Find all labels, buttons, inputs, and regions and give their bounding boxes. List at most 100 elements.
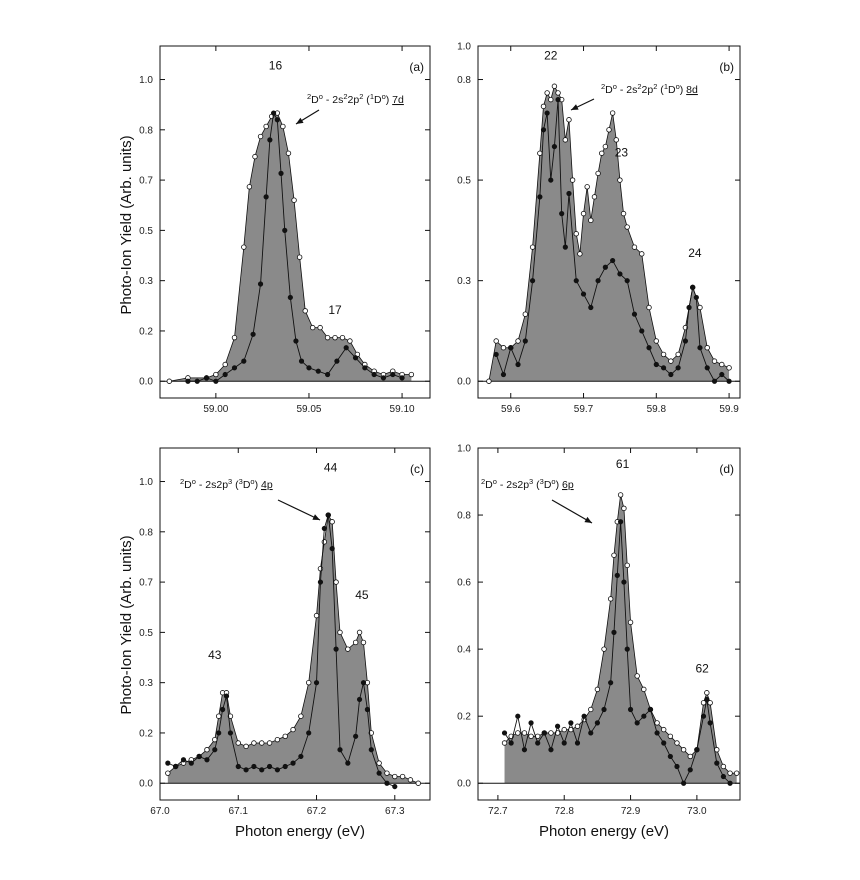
data-point-filled [227, 730, 234, 736]
data-point-open [540, 103, 547, 110]
peak-label: 43 [208, 648, 222, 662]
data-point-open [222, 361, 228, 368]
data-point-filled [352, 355, 359, 361]
x-tick-label: 59.9 [719, 404, 739, 415]
data-point-filled [654, 730, 660, 736]
data-point-open [215, 713, 222, 719]
x-tick-label: 59.10 [390, 404, 415, 415]
data-point-open [611, 552, 617, 558]
x-tick-label: 67.3 [385, 806, 405, 817]
data-point-open [522, 311, 529, 317]
data-point-filled [588, 304, 594, 311]
data-point-open [613, 137, 619, 143]
data-point-open [704, 690, 710, 696]
data-point-filled [493, 351, 499, 358]
data-point-filled [700, 713, 707, 719]
data-point-open [493, 338, 499, 344]
data-point-open [291, 197, 297, 203]
data-point-open [266, 740, 273, 746]
panel-d: 72.7 72.8 72.9 73.0 0.0 0.2 0.4 0.6 0.8 1.0 (d) 61 6… [457, 444, 741, 817]
data-point-open [653, 338, 660, 344]
data-point-filled [216, 730, 222, 736]
transition-annotation: 2Do - 2s22p2 (1Do) 8d [601, 82, 698, 97]
data-point-filled [274, 117, 280, 123]
data-point-filled [660, 365, 667, 371]
peak-label: 44 [324, 460, 338, 474]
x-tick-label: 73.0 [687, 806, 707, 817]
data-point-open [601, 646, 607, 652]
x-axis-label-left: Photon energy (eV) [235, 823, 365, 840]
data-point-open [263, 123, 269, 130]
plot-area [160, 512, 430, 790]
panel-b: 59.6 59.7 59.8 59.9 0.0 0.3 0.5 0.8 1.0 (b) 22 23 24… [457, 42, 741, 415]
x-tick-label: 67.0 [150, 806, 170, 817]
data-point-filled [317, 579, 324, 585]
data-point-filled [324, 371, 331, 378]
data-point-filled [204, 757, 210, 763]
data-point-open [486, 378, 492, 384]
data-point-filled [595, 278, 601, 284]
data-point-filled [554, 723, 561, 729]
data-point-open [720, 763, 727, 770]
data-point-filled [559, 211, 565, 217]
data-point-open [352, 639, 359, 646]
x-axis-label-right: Photon energy (eV) [539, 823, 669, 840]
data-point-filled [257, 281, 264, 287]
data-point-filled [376, 770, 382, 776]
data-point-open [704, 345, 710, 351]
data-point-open [733, 770, 740, 776]
data-point-open [548, 96, 554, 103]
data-point-filled [515, 713, 521, 719]
data-point-filled [515, 361, 521, 368]
data-point-filled [535, 740, 541, 746]
data-point-open [599, 150, 605, 156]
data-point-filled [501, 730, 508, 736]
data-point-open [324, 334, 331, 341]
data-point-filled [675, 365, 681, 371]
data-point-open [668, 358, 674, 364]
data-point-filled [334, 358, 340, 364]
data-point-open [376, 760, 382, 766]
data-point-filled [646, 345, 652, 351]
data-point-filled [682, 338, 689, 344]
data-point-filled [720, 773, 727, 780]
data-point-filled [704, 365, 710, 371]
data-point-open [617, 177, 623, 183]
transition-annotation: 2Do - 2s2p3 (3Do) 6p [481, 477, 574, 492]
data-point-filled [194, 378, 200, 384]
data-point-filled [380, 375, 387, 381]
data-point-open [235, 740, 241, 746]
y-tick-label: 0.8 [457, 75, 471, 86]
y-tick-label: 1.0 [139, 75, 153, 86]
data-point-filled [602, 264, 608, 270]
y-tick-label: 1.0 [457, 42, 471, 53]
y-tick-label: 0.2 [139, 326, 153, 337]
x-tick-label: 59.7 [574, 404, 594, 415]
data-point-open [529, 244, 536, 250]
y-tick-label: 0.0 [139, 779, 153, 790]
data-point-open [347, 338, 353, 344]
data-point-open [569, 177, 576, 183]
y-tick-label: 0.5 [139, 628, 153, 639]
data-point-open [360, 639, 367, 646]
data-point-filled [668, 371, 674, 378]
y-tick-label: 0.8 [139, 125, 153, 136]
peak-label: 22 [544, 48, 558, 62]
y-tick-label: 0.6 [457, 578, 471, 589]
data-point-open [204, 747, 210, 753]
x-tick-label: 72.8 [554, 806, 574, 817]
data-point-open [166, 378, 173, 384]
data-point-open [317, 565, 324, 572]
y-axis-label-bottom: Photo-Ion Yield (Arb. units) [118, 535, 135, 714]
data-point-filled [621, 579, 627, 585]
data-point-open [574, 723, 581, 729]
data-point-open [584, 184, 590, 190]
data-point-open [675, 351, 681, 358]
data-point-open [274, 736, 281, 743]
data-point-filled [537, 194, 543, 200]
yield-area [167, 515, 419, 784]
data-point-filled [500, 371, 507, 378]
data-point-filled [290, 760, 296, 766]
data-point-filled [306, 730, 312, 736]
